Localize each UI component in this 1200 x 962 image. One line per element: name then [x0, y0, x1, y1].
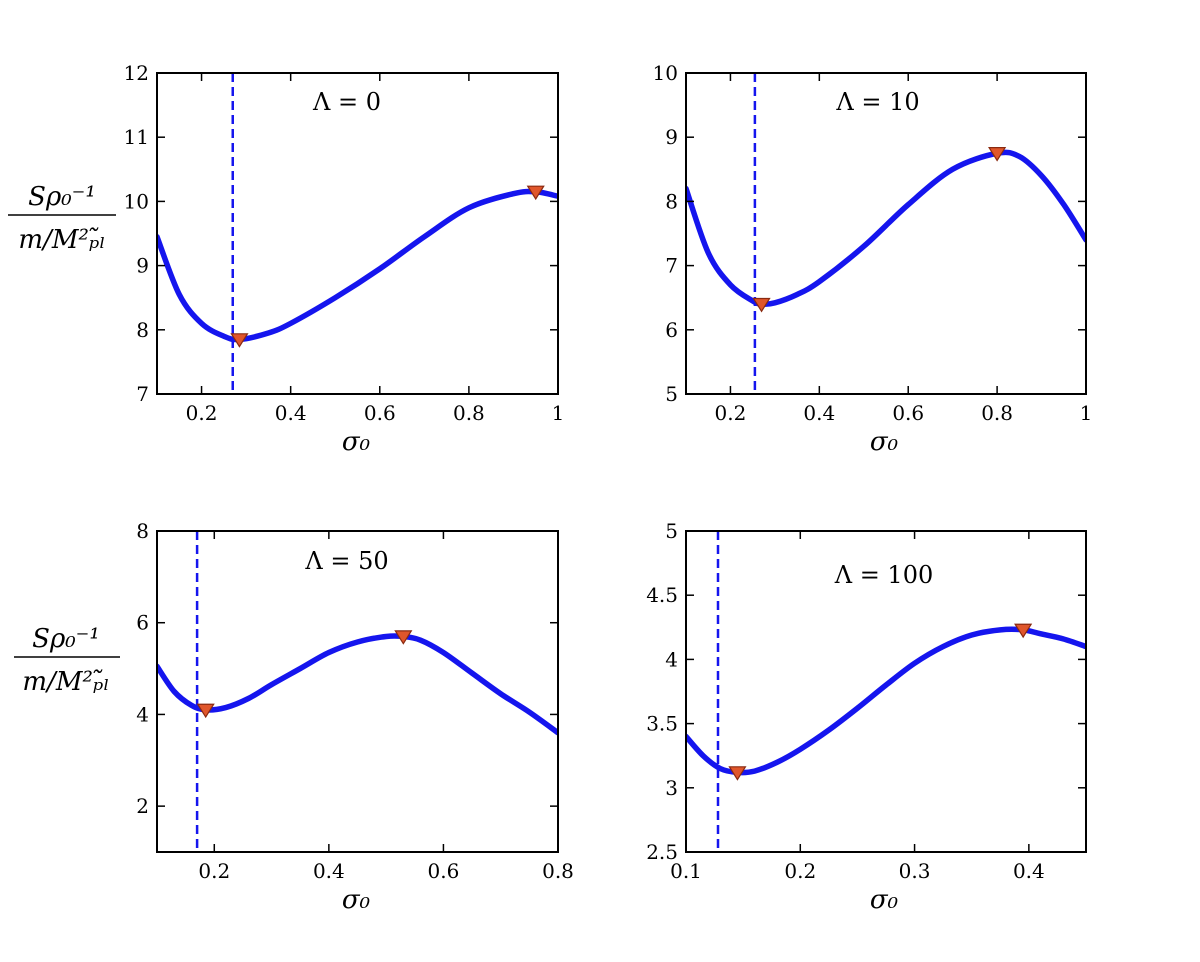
x-axis-label: σ₀ [870, 885, 899, 915]
series-line [686, 149, 1086, 308]
extremum-marker [394, 630, 413, 645]
y-tick-label: 4.5 [646, 583, 678, 607]
x-tick-label: 0.2 [186, 401, 218, 425]
y-tick-label: 6 [665, 318, 678, 342]
x-tick-label: 1 [552, 401, 565, 425]
extremum-marker [988, 147, 1007, 162]
x-tick-label: 0.1 [670, 859, 702, 883]
x-tick-label: 0.6 [892, 401, 924, 425]
x-tick-label: 0.6 [428, 859, 460, 883]
x-tick-label: 0.4 [313, 859, 345, 883]
extremum-marker [526, 185, 545, 201]
extremum-marker [196, 703, 215, 719]
x-axis-label: σ₀ [870, 427, 899, 457]
y-tick-label: 3.5 [646, 712, 678, 736]
panel-lambda-50: 0.2 0.4 0.6 0.8 2 4 6 8 Λ = 50 σ₀ [136, 519, 574, 915]
ylabel-top-denominator: m/M²ₚ̃ₗ [18, 225, 105, 255]
y-tick-label: 4 [136, 702, 149, 726]
ylabel-bottom: Sρ₀⁻¹ m/M²ₚ̃ₗ [14, 624, 120, 697]
panel-annotation: Λ = 10 [835, 88, 919, 116]
panel-annotation: Λ = 0 [312, 88, 381, 116]
y-tick-label: 6 [136, 611, 149, 635]
axes-frame [685, 530, 1087, 853]
x-tick-label: 0.6 [364, 401, 396, 425]
y-tick-label: 8 [136, 519, 149, 543]
extremum-marker [230, 333, 249, 348]
y-tick-label: 3 [665, 776, 678, 800]
x-axis-label: σ₀ [342, 885, 371, 915]
x-tick-label: 0.8 [981, 401, 1013, 425]
y-tick-label: 8 [665, 189, 678, 213]
x-tick-label: 0.2 [715, 401, 747, 425]
extremum-marker [728, 766, 747, 781]
y-tick-label: 11 [124, 125, 149, 149]
y-tick-label: 2.5 [646, 840, 678, 864]
y-tick-label: 5 [665, 382, 678, 406]
y-tick-label: 5 [665, 519, 678, 543]
x-tick-label: 0.8 [453, 401, 485, 425]
y-tick-label: 4 [665, 647, 678, 671]
y-tick-label: 7 [136, 382, 149, 406]
x-tick-label: 0.4 [275, 401, 307, 425]
axes-frame [156, 72, 559, 395]
axes-frame [685, 72, 1087, 395]
x-tick-label: 1 [1080, 401, 1093, 425]
y-tick-label: 2 [136, 794, 149, 818]
panel-annotation: Λ = 100 [834, 561, 934, 589]
x-tick-label: 0.8 [542, 859, 574, 883]
series-line [157, 633, 558, 736]
y-tick-label: 7 [665, 254, 678, 278]
extremum-marker [1014, 623, 1033, 639]
y-tick-label: 9 [136, 254, 149, 278]
ylabel-bottom-numerator: Sρ₀⁻¹ [32, 624, 100, 654]
x-tick-label: 0.2 [784, 859, 816, 883]
x-tick-label: 0.4 [803, 401, 835, 425]
axes-frame [156, 530, 559, 853]
panel-lambda-0: 0.2 0.4 0.6 0.8 1 7 8 9 10 11 12 Λ = 0 σ₀ [124, 61, 565, 457]
extremum-marker [752, 297, 771, 313]
x-tick-label: 0.3 [899, 859, 931, 883]
ylabel-top-numerator: Sρ₀⁻¹ [28, 182, 96, 212]
y-tick-label: 10 [653, 61, 678, 85]
ylabel-bottom-denominator: m/M²ₚ̃ₗ [22, 667, 109, 697]
panel-annotation: Λ = 50 [304, 547, 388, 575]
x-tick-label: 0.4 [1013, 859, 1045, 883]
panel-lambda-10: 0.2 0.4 0.6 0.8 1 5 6 7 8 9 10 Λ = 10 σ₀ [653, 61, 1093, 457]
ylabel-top: Sρ₀⁻¹ m/M²ₚ̃ₗ [8, 182, 116, 255]
series-line [157, 188, 558, 343]
y-tick-label: 8 [136, 318, 149, 342]
panel-lambda-100: 0.1 0.2 0.3 0.4 2.5 3 3.5 4 4.5 5 Λ = 100 σ₀ [646, 519, 1087, 915]
y-tick-label: 12 [124, 61, 149, 85]
y-tick-label: 9 [665, 125, 678, 149]
y-tick-label: 10 [124, 189, 149, 213]
series-line [686, 626, 1086, 776]
x-axis-label: σ₀ [342, 427, 371, 457]
x-tick-label: 0.2 [198, 859, 230, 883]
